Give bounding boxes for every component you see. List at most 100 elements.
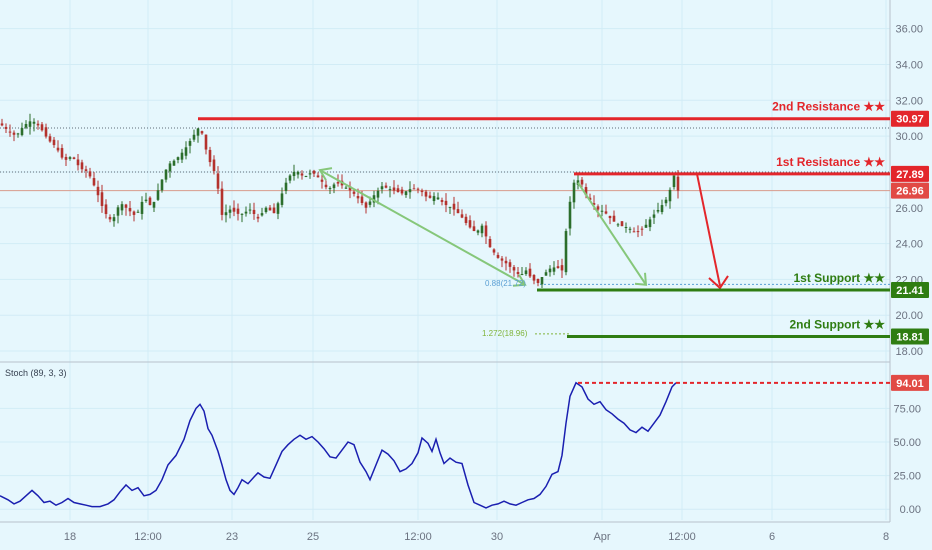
price-tick-label: 36.00 <box>895 24 923 36</box>
level-price-tag-bg <box>891 110 929 127</box>
level-label: 1st Support ★★ <box>793 271 885 285</box>
price-tick-label: 24.00 <box>895 239 923 251</box>
candle-body <box>616 224 620 226</box>
candle-body <box>68 157 72 159</box>
main-grid <box>0 0 890 520</box>
stoch-tick-label: 25.00 <box>893 471 921 483</box>
candle-body <box>520 274 524 276</box>
level-price-tag-bg <box>891 165 929 182</box>
candle-body <box>416 188 420 190</box>
candle-body <box>208 149 212 163</box>
candle-body <box>96 186 100 196</box>
price-tick-label: 32.00 <box>895 95 923 107</box>
candle-body <box>536 278 540 283</box>
candle-body <box>232 207 236 212</box>
candle-body <box>608 215 612 219</box>
candle-body <box>284 182 288 191</box>
dotted-reference-lines <box>0 127 890 335</box>
candle-body <box>292 171 296 177</box>
projection-arrow-line <box>319 169 526 286</box>
candle-body <box>604 211 608 214</box>
candle-body <box>480 225 484 234</box>
candle-body <box>336 182 340 184</box>
level-label: 2nd Resistance ★★ <box>772 100 885 114</box>
current-price-tag-text: 26.96 <box>896 186 924 198</box>
candle-body <box>152 201 156 208</box>
candle-body <box>156 190 160 200</box>
projection-arrow-head <box>512 274 527 287</box>
candle-body <box>488 238 492 248</box>
candle-body <box>528 268 532 277</box>
time-tick-label: 8 <box>883 531 889 543</box>
level-label: 2nd Support ★★ <box>789 318 885 332</box>
candle-body <box>648 219 652 228</box>
candle-body <box>456 209 460 214</box>
candle-body <box>644 224 648 228</box>
candle-body <box>408 189 412 193</box>
candle-body <box>492 249 496 253</box>
level-price-tag: 30.97 <box>891 110 929 127</box>
candle-body <box>388 189 392 191</box>
time-tick-label: 23 <box>226 531 238 543</box>
candle-body <box>664 199 668 204</box>
candle-body <box>8 131 12 133</box>
level-label: 1st Resistance ★★ <box>776 155 885 169</box>
stoch-value-tag-bg <box>891 374 929 391</box>
stoch-tick-label: 75.00 <box>893 403 921 415</box>
level-price-tag: 18.81 <box>891 328 929 345</box>
candle-body <box>172 160 176 166</box>
candle-body <box>264 207 268 213</box>
candle-body <box>592 203 596 205</box>
candle-body <box>12 132 16 135</box>
candle-body <box>348 186 352 191</box>
candle-body <box>240 213 244 215</box>
candle-body <box>432 196 436 202</box>
candle-body <box>316 175 320 178</box>
candle-body <box>256 216 260 219</box>
candle-body <box>356 196 360 199</box>
candle-body <box>148 197 152 206</box>
level-price-tag-bg <box>891 281 929 298</box>
candle-body <box>308 173 312 175</box>
candle-body <box>252 209 256 215</box>
candle-body <box>504 260 508 264</box>
candle-body <box>204 134 208 150</box>
candle-body <box>556 266 560 269</box>
stoch-series-line <box>0 381 677 509</box>
projection-arrow-head <box>318 167 333 181</box>
candle-body <box>484 225 488 237</box>
target-arrow-line <box>696 173 721 287</box>
current-price-tag-bg <box>891 182 929 199</box>
candle-body <box>196 128 200 136</box>
target-arrow-head <box>708 275 729 290</box>
candle-body <box>396 188 400 192</box>
candle-body <box>32 121 36 124</box>
candle-body <box>584 187 588 196</box>
level-price-tag: 21.41 <box>891 281 929 298</box>
candle-body <box>112 217 116 222</box>
time-tick-label: 25 <box>307 531 319 543</box>
candle-body <box>76 159 80 166</box>
candle-body <box>476 230 480 233</box>
candle-body <box>120 204 124 211</box>
candle-body <box>620 221 624 227</box>
candle-body <box>260 213 264 216</box>
candle-body <box>4 126 8 129</box>
candle-body <box>628 228 632 230</box>
candle-body <box>400 189 404 194</box>
candle-body <box>580 179 584 185</box>
candle-body <box>304 175 308 177</box>
candle-body <box>440 200 444 202</box>
candle-body <box>632 231 636 233</box>
candle-body <box>288 175 292 181</box>
candle-body <box>352 191 356 194</box>
candle-body <box>552 267 556 272</box>
candle-body <box>92 178 96 186</box>
candle-body <box>164 169 168 180</box>
level-price-tag-text: 21.41 <box>896 285 924 297</box>
stoch-tick-label: 0.00 <box>900 504 921 516</box>
candle-body <box>660 205 664 213</box>
candle-body <box>272 207 276 214</box>
candle-body <box>472 226 476 232</box>
